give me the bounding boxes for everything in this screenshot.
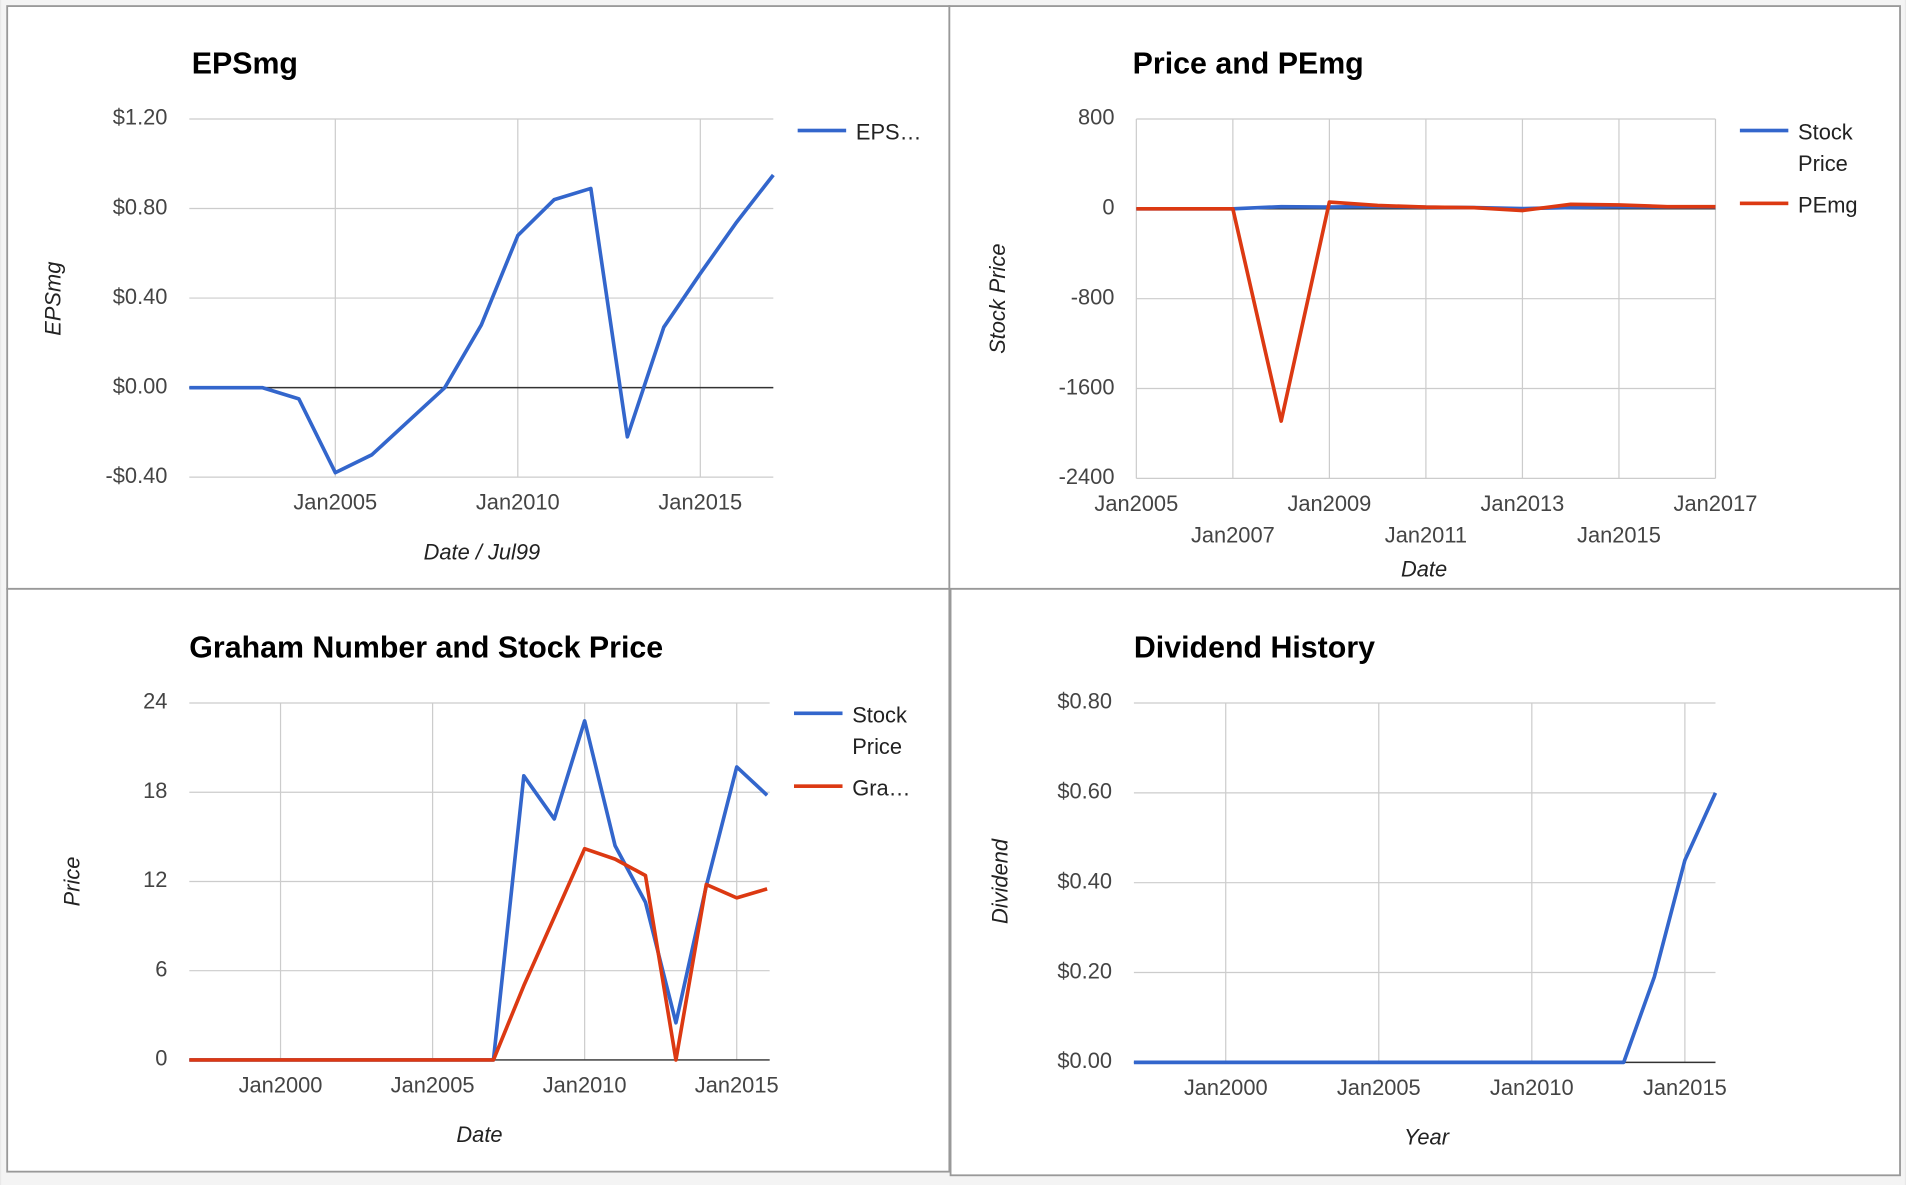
x-axis-label: Year <box>1404 1125 1451 1150</box>
series-line <box>1133 792 1718 1065</box>
legend-entry: Gra… <box>793 772 946 804</box>
x-tick-label: Jan2015 <box>658 490 742 515</box>
series-line <box>1136 200 1716 423</box>
legend-label: Stock Price <box>1798 120 1853 177</box>
x-tick-label: Jan2005 <box>1337 1075 1421 1100</box>
x-tick-label: Jan2015 <box>1643 1075 1727 1100</box>
y-tick-label: -1600 <box>1059 374 1115 399</box>
y-tick-label: $0.00 <box>113 373 168 398</box>
x-axis-label: Date <box>1401 556 1447 581</box>
x-tick-label: Jan2000 <box>239 1072 323 1097</box>
y-tick-label: 24 <box>143 689 167 714</box>
legend-label: PEmg <box>1798 193 1858 218</box>
y-tick-label: $0.40 <box>113 284 168 309</box>
x-tick-label: Jan2010 <box>543 1072 627 1097</box>
y-tick-label: $0.60 <box>1057 779 1112 804</box>
legend-entry: PEmg <box>1739 189 1892 221</box>
y-axis-label: Price <box>60 857 85 907</box>
legend-entry: Stock Price <box>1739 117 1892 180</box>
y-tick-label: 800 <box>1078 105 1114 130</box>
x-tick-label: Jan2011 <box>1385 522 1467 547</box>
y-tick-label: -800 <box>1071 284 1115 309</box>
y-tick-label: $0.80 <box>113 194 168 219</box>
x-tick-label: Jan2013 <box>1481 491 1565 516</box>
legend-key <box>793 784 843 788</box>
y-tick-label: 18 <box>143 778 167 803</box>
y-axis-label: Dividend <box>987 838 1012 924</box>
y-tick-label: 6 <box>155 956 167 981</box>
chart-panel <box>6 587 951 1173</box>
y-tick-label: 0 <box>1102 195 1114 220</box>
x-tick-label: Jan2015 <box>1577 522 1661 547</box>
y-tick-label: $0.40 <box>1057 868 1112 893</box>
y-axis-label: EPSmg <box>40 262 65 336</box>
legend-key <box>1739 128 1789 133</box>
legend-key <box>793 711 843 716</box>
x-tick-label: Jan2017 <box>1674 491 1758 516</box>
legend: Stock Price PEmg <box>1739 117 1892 221</box>
y-tick-label: $0.80 <box>1057 689 1112 714</box>
legend-label: EPS… <box>855 120 922 145</box>
x-tick-label: Jan2000 <box>1184 1075 1268 1100</box>
x-axis-label: Date <box>456 1122 502 1147</box>
y-tick-label: 0 <box>155 1046 167 1071</box>
chart-title: Graham Number and Stock Price <box>189 632 663 665</box>
series-line <box>189 846 768 1062</box>
y-tick-label: 12 <box>143 867 167 892</box>
series-line <box>189 173 775 475</box>
x-tick-label: Jan2007 <box>1191 522 1275 547</box>
x-tick-label: Jan2005 <box>391 1072 475 1097</box>
legend: EPS… <box>797 117 950 149</box>
chart-title: Dividend History <box>1134 632 1375 665</box>
legend-box: EPS… <box>797 117 950 149</box>
x-tick-label: Jan2015 <box>695 1072 779 1097</box>
legend-label: Gra… <box>852 775 911 801</box>
legend-entry: Stock Price <box>793 699 946 762</box>
x-tick-label: Jan2010 <box>1490 1075 1574 1100</box>
y-tick-label: $0.00 <box>1057 1048 1112 1073</box>
legend-entry: EPS… <box>797 117 950 149</box>
x-tick-label: Jan2009 <box>1287 491 1371 516</box>
chart-title: EPSmg <box>192 48 298 81</box>
y-tick-label: $0.20 <box>1057 958 1112 983</box>
legend: Stock Price Gra… <box>793 699 946 804</box>
legend-key <box>797 128 847 133</box>
chart-title: Price and PEmg <box>1133 48 1364 81</box>
y-axis-label: Stock Price <box>985 243 1010 353</box>
legend-box: Stock Price PEmg <box>1739 117 1892 221</box>
legend-key <box>1739 201 1789 206</box>
legend-label: Stock Price <box>852 702 907 759</box>
chart-panel <box>948 5 1901 590</box>
y-tick-label: -2400 <box>1059 464 1115 489</box>
y-tick-label: -$0.40 <box>106 463 168 488</box>
legend-box: Stock Price Gra… <box>793 699 946 804</box>
x-tick-label: Jan2005 <box>1094 491 1178 516</box>
x-tick-label: Jan2010 <box>476 490 560 515</box>
x-tick-label: Jan2005 <box>293 490 377 515</box>
x-axis-label: Date / Jul99 <box>424 539 541 564</box>
y-tick-label: $1.20 <box>113 105 168 130</box>
